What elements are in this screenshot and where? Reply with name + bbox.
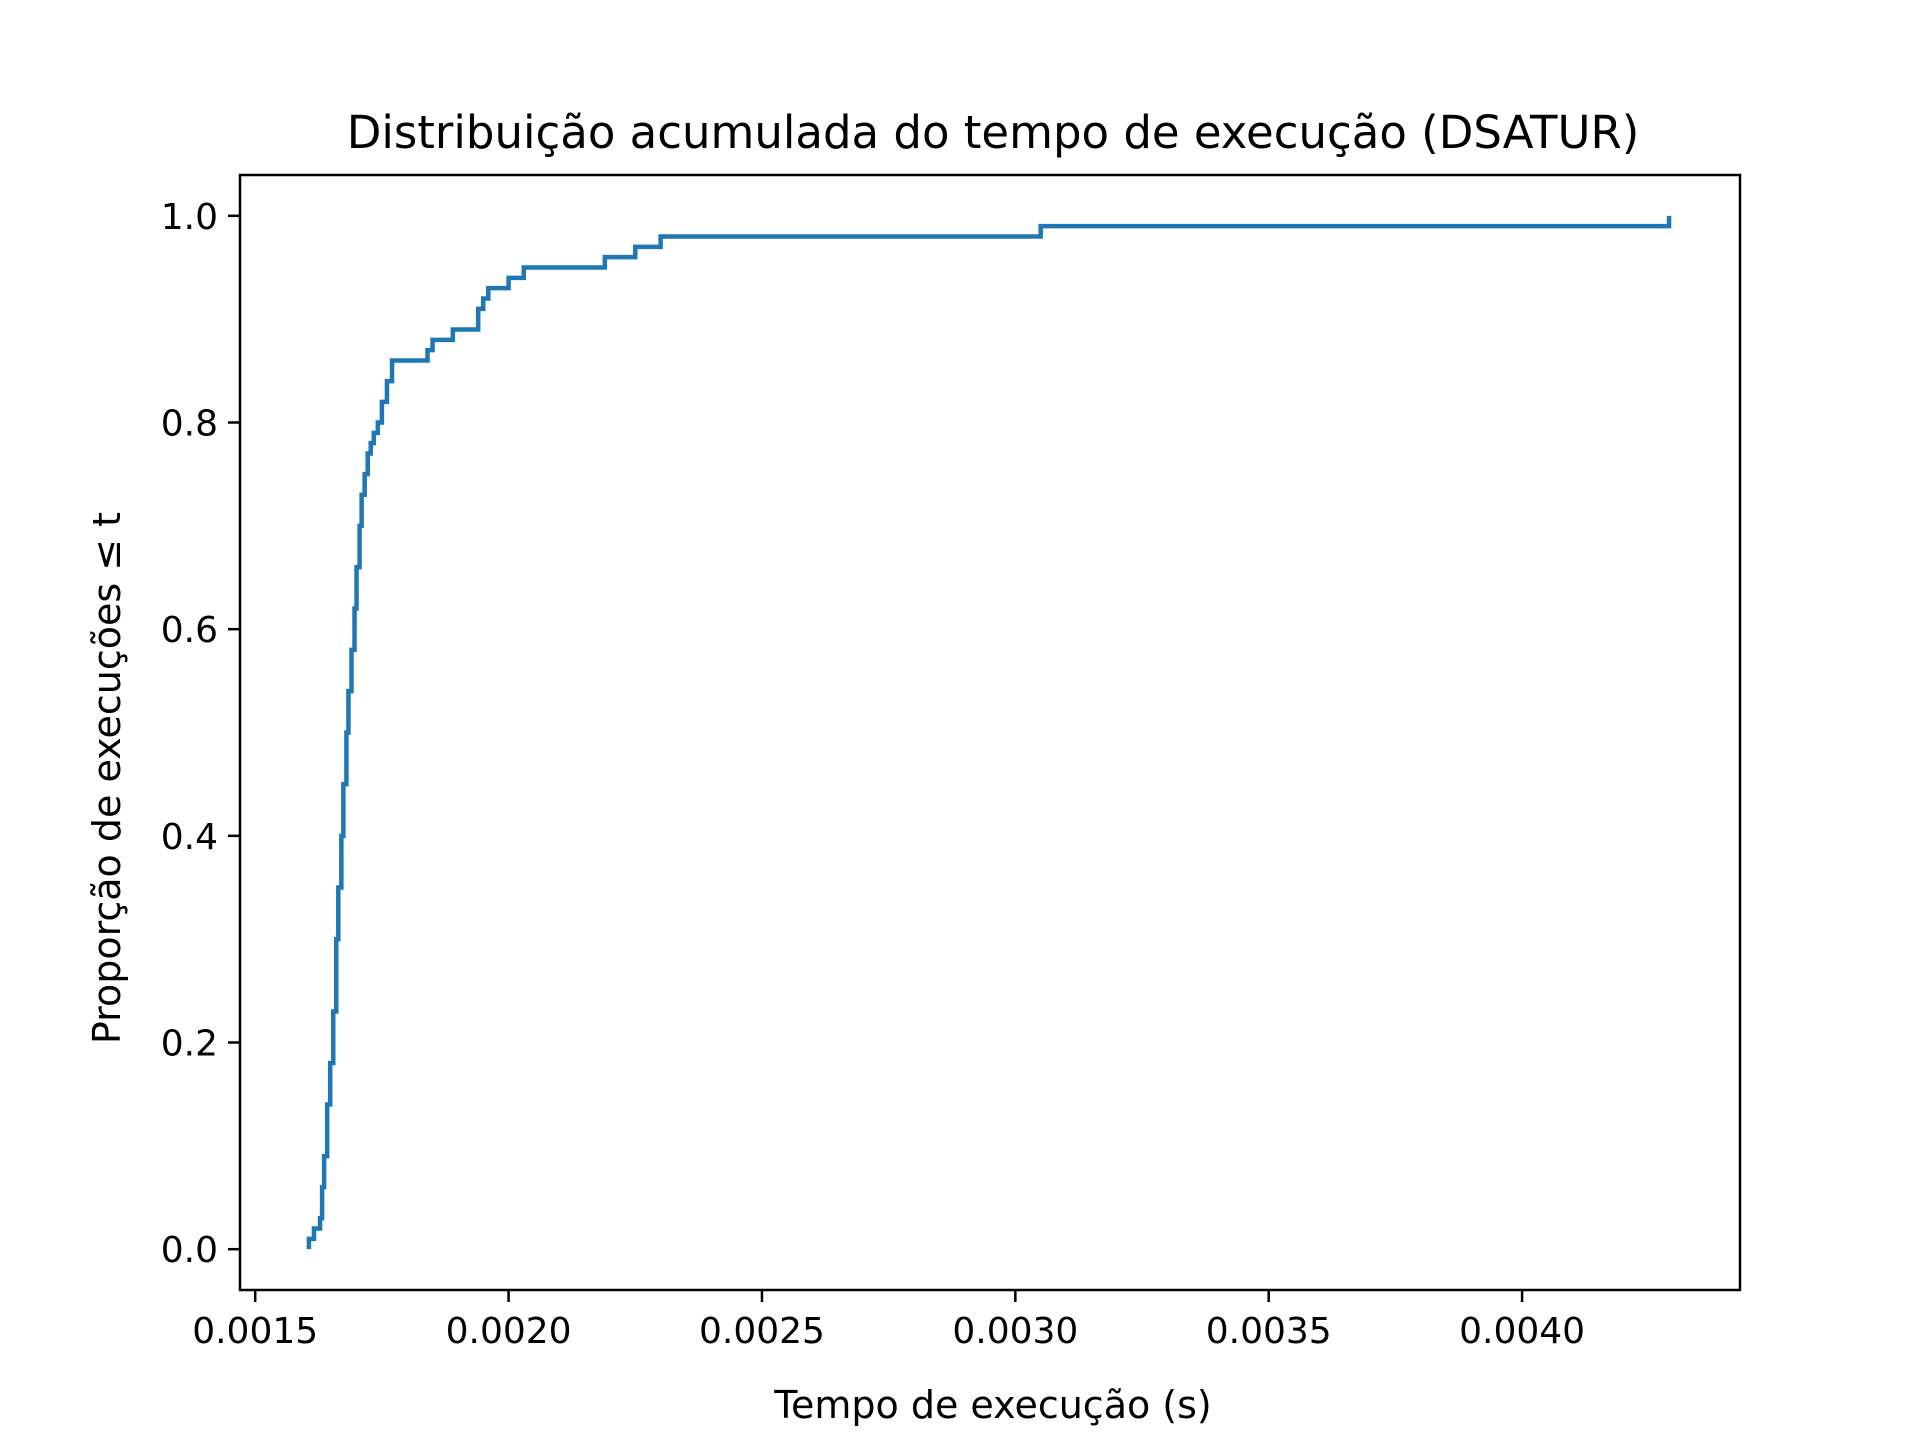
x-tick-label: 0.0040: [1459, 1311, 1585, 1352]
y-axis-label: Proporção de execuções ≤ t: [85, 512, 129, 1044]
series-line-0: [306, 215, 1672, 1250]
axes-frame: [238, 173, 1742, 1292]
y-tick-label: 0.2: [161, 1024, 218, 1065]
chart-title: Distribuição acumulada do tempo de execu…: [347, 106, 1640, 159]
x-tick-label: 0.0020: [446, 1311, 572, 1352]
y-tick-label: 0.0: [161, 1230, 218, 1271]
y-tick-label: 0.6: [161, 610, 218, 651]
y-tick-label: 0.8: [161, 403, 218, 444]
y-tick-label: 0.4: [161, 817, 218, 858]
x-tick-label: 0.0030: [952, 1311, 1078, 1352]
y-tick-label: 1.0: [161, 197, 218, 238]
x-tick-label: 0.0035: [1206, 1311, 1332, 1352]
plot-area: 0.0015 0.0020 0.0025 0.0030 0.0035 0.0040 0.0 0…: [161, 173, 1742, 1352]
x-tick-label: 0.0025: [699, 1311, 825, 1352]
x-tick-label: 0.0015: [192, 1311, 318, 1352]
x-axis-label: Tempo de execução (s): [773, 1383, 1212, 1427]
